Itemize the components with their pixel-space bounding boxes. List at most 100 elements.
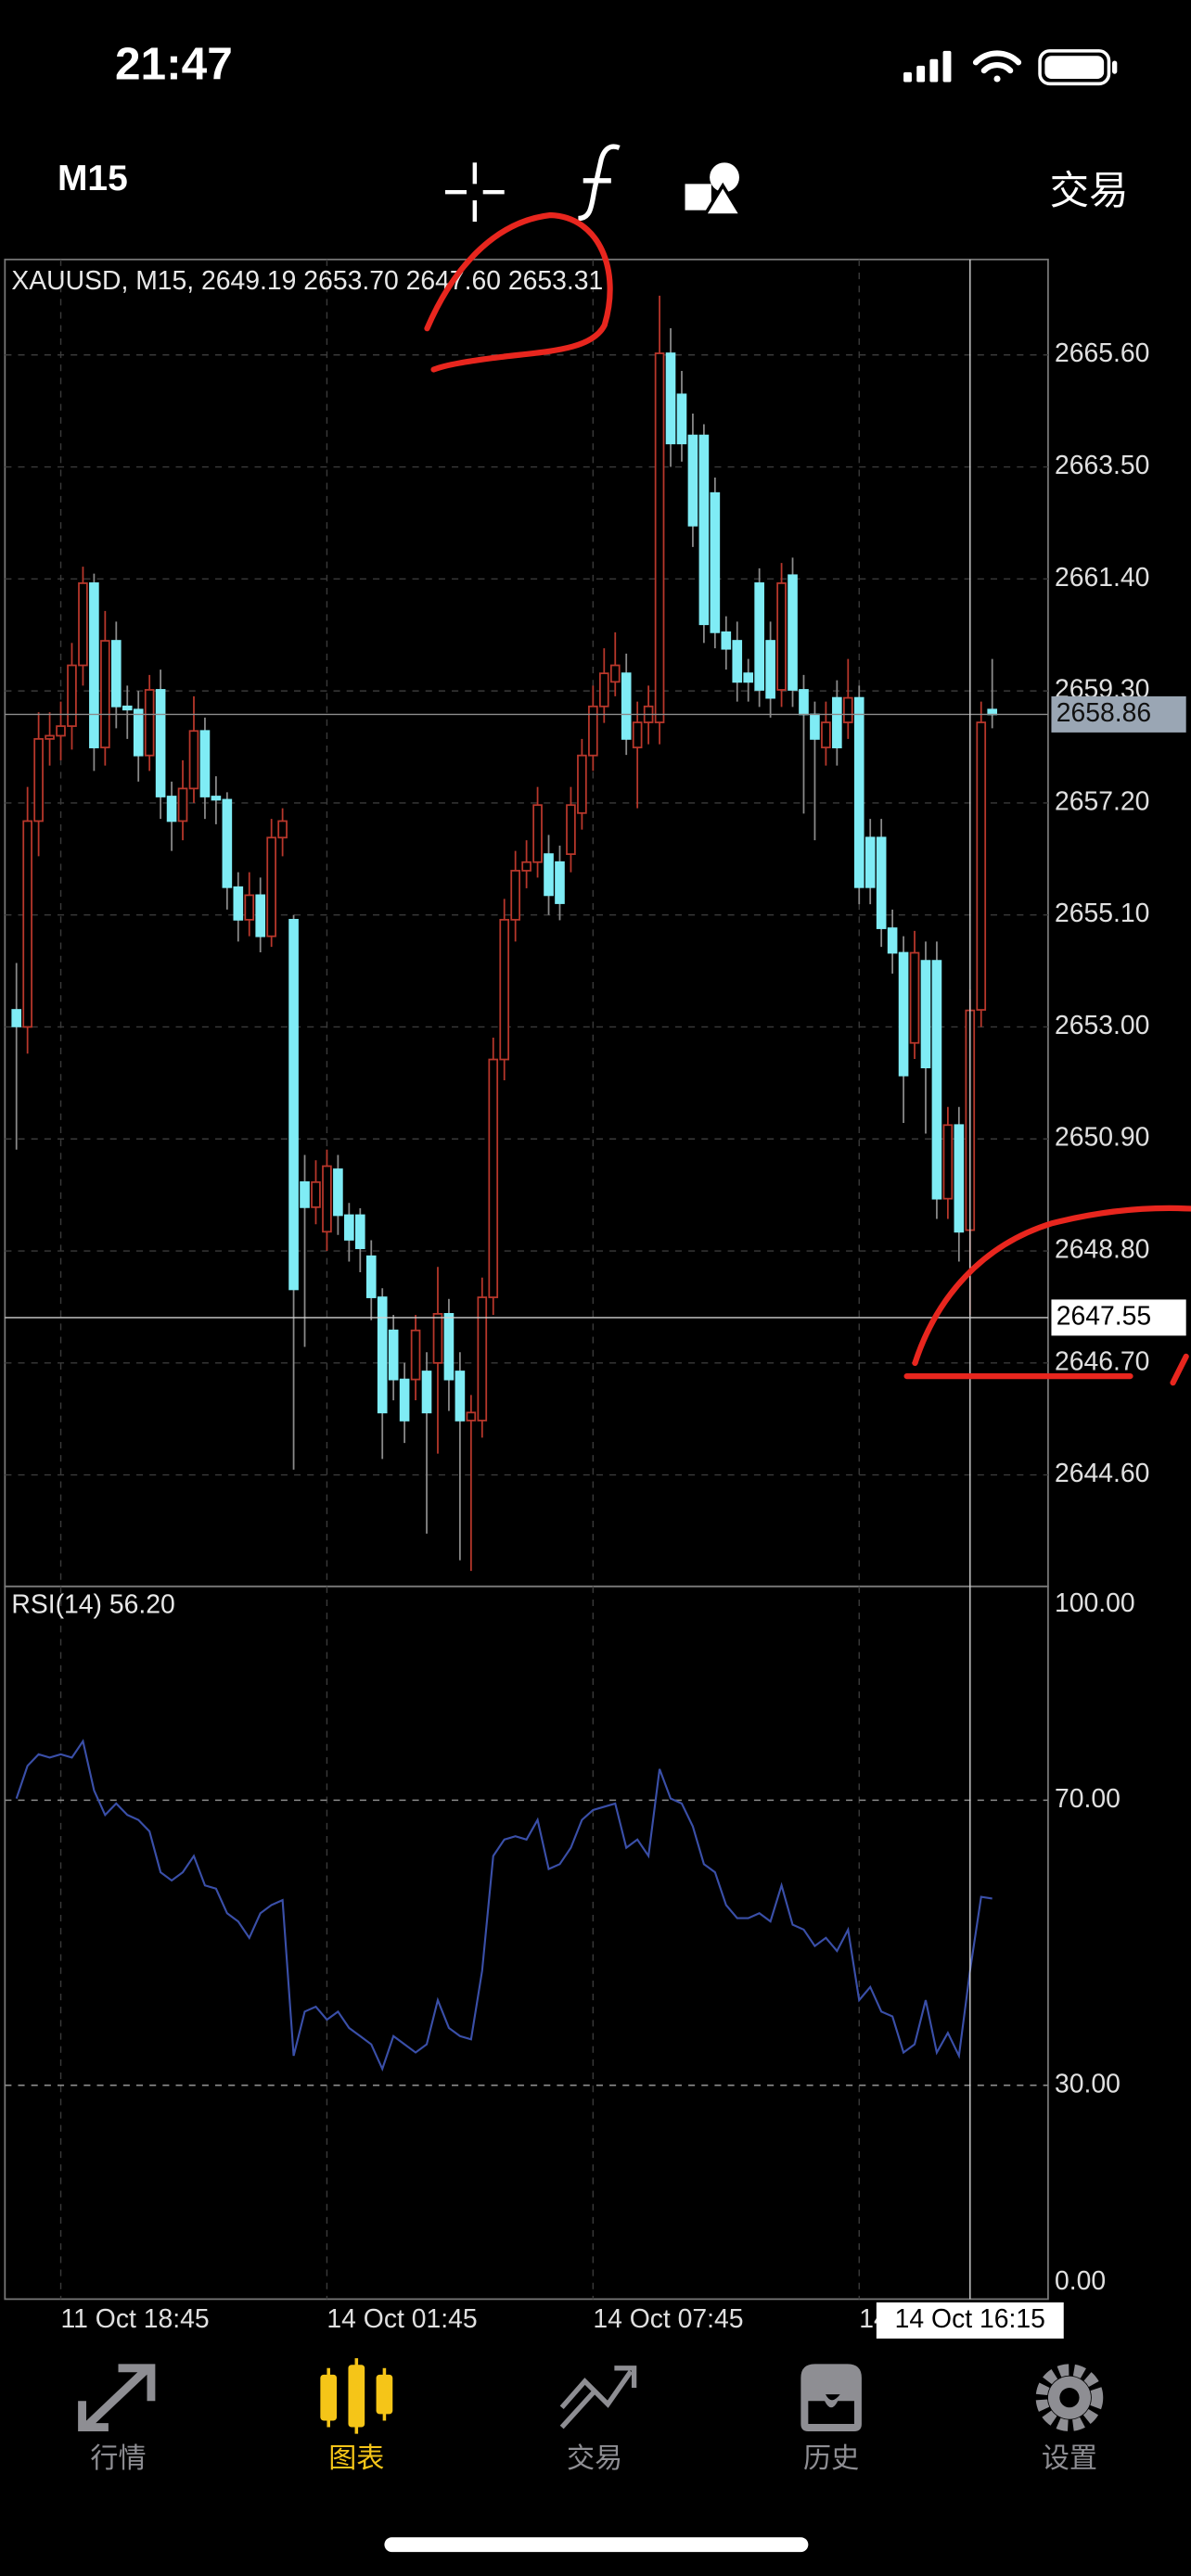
bid-label-box bbox=[1051, 695, 1186, 733]
candle-body bbox=[110, 640, 122, 708]
objects-tool[interactable] bbox=[685, 162, 744, 217]
candle-body bbox=[710, 491, 721, 633]
y-tick-label: 2655.10 bbox=[1055, 899, 1149, 928]
tab-icon bbox=[1035, 2364, 1104, 2431]
candle-body bbox=[810, 713, 820, 740]
candle-body bbox=[931, 960, 942, 1200]
tab-label: 行情 bbox=[90, 2443, 146, 2474]
home-indicator bbox=[384, 2537, 809, 2553]
overlay: 2658.86 2647.55 14 Oct 16:15 bbox=[5, 259, 1186, 2339]
candle-body bbox=[832, 696, 842, 748]
candle-body bbox=[11, 1009, 22, 1027]
candle-body bbox=[555, 861, 565, 904]
annotation bbox=[424, 211, 1191, 1386]
candle-body bbox=[876, 836, 887, 929]
tab-icon bbox=[78, 2364, 156, 2431]
y-tick-label: 2653.00 bbox=[1055, 1011, 1149, 1040]
candle-body bbox=[577, 754, 587, 814]
candle-body bbox=[344, 1214, 354, 1241]
crosshair-time-box bbox=[876, 2302, 1064, 2339]
candle-body bbox=[166, 796, 177, 823]
candle-body bbox=[477, 1296, 488, 1422]
candle-body bbox=[377, 1296, 388, 1414]
indicator-tool[interactable] bbox=[578, 144, 621, 222]
crosshair-price-label: 2647.55 bbox=[1057, 1301, 1151, 1331]
candle-body bbox=[45, 734, 55, 740]
candle-body bbox=[532, 804, 543, 863]
candle-body bbox=[122, 705, 133, 711]
timeframe-button[interactable]: M15 bbox=[58, 159, 128, 198]
tab-label: 交易 bbox=[567, 2443, 622, 2474]
candle-body bbox=[277, 820, 288, 839]
candle-body bbox=[721, 631, 732, 650]
candle-body bbox=[466, 1411, 477, 1422]
tab-icon bbox=[808, 2401, 854, 2425]
candle-body bbox=[687, 434, 698, 527]
candle-body bbox=[588, 705, 598, 757]
candle-body bbox=[598, 672, 609, 708]
bid-label: 2658.86 bbox=[1057, 698, 1151, 728]
candle-body bbox=[78, 582, 88, 667]
candle-body bbox=[322, 1165, 332, 1233]
candle-body bbox=[255, 894, 266, 937]
y-tick-label: 30.00 bbox=[1055, 2069, 1121, 2098]
candle-body bbox=[864, 836, 876, 888]
tab[interactable]: 历史 bbox=[800, 2364, 862, 2474]
x-tick-label: 14 Oct 07:45 bbox=[593, 2304, 743, 2334]
candle-body bbox=[788, 574, 798, 691]
y-tick-label: 2644.60 bbox=[1055, 1459, 1149, 1488]
chart-title: XAUUSD, M15, 2649.19 2653.70 2647.60 265… bbox=[11, 266, 603, 296]
candle-body bbox=[842, 696, 853, 723]
candle-body bbox=[144, 689, 155, 757]
candle-body bbox=[266, 836, 276, 937]
candle-body bbox=[399, 1378, 410, 1422]
tab[interactable]: 交易 bbox=[559, 2366, 637, 2474]
rsi-title: RSI(14) 56.20 bbox=[11, 1590, 174, 1620]
candle-body bbox=[233, 886, 244, 921]
signal-icon bbox=[903, 50, 952, 83]
candle-body bbox=[942, 1124, 954, 1200]
candle-body bbox=[300, 1180, 310, 1208]
tab-icon bbox=[348, 2365, 365, 2428]
candle-body bbox=[821, 721, 831, 748]
candle-body bbox=[909, 951, 920, 1044]
candle-body bbox=[754, 582, 764, 691]
candle-body bbox=[954, 1124, 965, 1233]
rsi-panel bbox=[4, 1585, 1049, 2301]
crosshair-tool[interactable] bbox=[444, 162, 505, 223]
candle-body bbox=[887, 927, 898, 954]
y-tick-label: 70.00 bbox=[1055, 1784, 1121, 1814]
candle-body bbox=[544, 853, 554, 897]
tab[interactable]: 行情 bbox=[78, 2364, 156, 2474]
y-tick-label: 2648.80 bbox=[1055, 1235, 1149, 1265]
tab[interactable]: 设置 bbox=[1035, 2364, 1104, 2474]
y-tick-label: 2663.50 bbox=[1055, 451, 1149, 480]
candle-body bbox=[100, 640, 110, 748]
marks: 2644.60 2646.70 2648.80 2650.90 2653.00 2655.… bbox=[11, 295, 1149, 2334]
y-tick-label: 0.00 bbox=[1055, 2266, 1106, 2296]
candle-body bbox=[311, 1180, 321, 1208]
tab[interactable]: 图表 bbox=[320, 2358, 393, 2474]
tab-label: 历史 bbox=[803, 2443, 859, 2474]
candle-body bbox=[188, 730, 199, 790]
candle-body bbox=[410, 1329, 421, 1381]
status-time: 21:47 bbox=[115, 38, 233, 90]
candle-body bbox=[920, 960, 931, 1069]
y-tick-label: 2657.20 bbox=[1055, 786, 1149, 816]
trade-button[interactable]: 交易 bbox=[1050, 170, 1129, 213]
candle-body bbox=[765, 640, 775, 699]
candle-body bbox=[732, 640, 743, 683]
candle-body bbox=[799, 689, 809, 716]
candle-body bbox=[488, 1058, 499, 1298]
candle-body bbox=[665, 352, 676, 445]
tab-bar: 行情 图表 交易 历史 设置 bbox=[78, 2358, 1104, 2474]
candle-body bbox=[388, 1329, 399, 1381]
candle-body bbox=[222, 798, 233, 888]
candle-body bbox=[199, 730, 211, 797]
x-tick-label: 11 Oct 18:45 bbox=[61, 2304, 210, 2334]
candle-body bbox=[676, 393, 687, 445]
y-tick-label: 2650.90 bbox=[1055, 1123, 1149, 1153]
